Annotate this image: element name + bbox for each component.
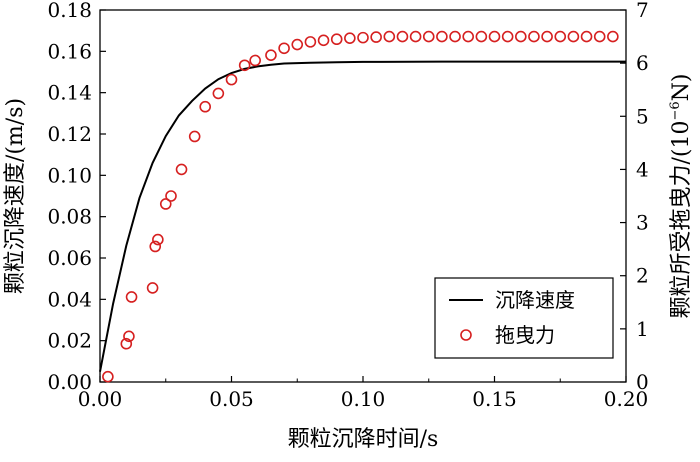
drag-force-point-24 — [370, 31, 382, 43]
y-right-tick-label-0: 0 — [636, 370, 649, 394]
drag-force-point-22 — [344, 32, 356, 44]
x-axis-title: 颗粒沉降时间/s — [288, 427, 439, 452]
drag-force-point-11 — [199, 100, 211, 113]
drag-force-point-23 — [357, 31, 369, 44]
drag-force-point-3 — [125, 291, 138, 303]
y-right-tick-label-2: 2 — [636, 264, 649, 288]
drag-force-point-16 — [265, 49, 277, 61]
drag-force-point-31 — [462, 30, 475, 43]
y-right-tick-label-3: 3 — [636, 211, 649, 235]
y-left-tick-label-7: 0.14 — [47, 81, 92, 105]
drag-force-point-17 — [278, 42, 290, 55]
drag-force-point-12 — [212, 87, 225, 100]
drag-force-point-4 — [146, 282, 159, 294]
drag-force-point-26 — [396, 30, 409, 43]
y-left-tick-label-4: 0.08 — [47, 205, 92, 229]
series-line-settling-velocity — [99, 60, 626, 372]
legend: 沉降速度 拖曳力 — [434, 277, 614, 359]
drag-force-point-9 — [175, 163, 188, 176]
drag-force-point-5 — [149, 240, 162, 253]
drag-force-point-20 — [317, 34, 330, 47]
y-right-axis-title: 颗粒所受拖曳力/(10−6N) — [668, 73, 694, 318]
drag-force-point-6 — [152, 233, 164, 246]
drag-force-point-25 — [383, 30, 396, 43]
drag-force-point-35 — [514, 30, 527, 43]
x-tick-label-3: 0.15 — [472, 387, 517, 411]
x-tick-label-1: 0.05 — [209, 387, 254, 411]
drag-force-point-29 — [436, 30, 448, 43]
drag-force-point-42 — [607, 30, 619, 43]
drag-force-point-1 — [120, 337, 133, 350]
x-tick-label-4: 0.20 — [604, 387, 649, 411]
drag-force-point-0 — [102, 370, 114, 383]
y-right-tick-label-7: 7 — [636, 0, 649, 22]
drag-force-point-18 — [291, 38, 304, 51]
y-right-tick-label-1: 1 — [636, 317, 649, 341]
y-left-tick-label-6: 0.12 — [47, 122, 92, 146]
drag-force-point-30 — [449, 30, 461, 43]
legend-label-settling-velocity: 沉降速度 — [495, 288, 575, 312]
y-left-tick-label-1: 0.02 — [47, 329, 92, 353]
drag-force-point-36 — [528, 30, 540, 43]
legend-label-drag-force: 拖曳力 — [495, 323, 555, 347]
drag-force-point-32 — [475, 30, 488, 43]
y-right-tick-label-4: 4 — [636, 157, 649, 181]
drag-force-point-8 — [165, 190, 177, 202]
legend-box — [434, 277, 614, 359]
drag-force-point-27 — [409, 30, 422, 43]
y-right-axis-title-tail: N) — [669, 73, 694, 101]
y-left-tick-label-9: 0.18 — [47, 0, 92, 22]
drag-force-point-13 — [225, 73, 238, 86]
y-right-axis-title-main: 颗粒所受拖曳力/(10 — [669, 121, 694, 319]
drag-force-point-33 — [488, 30, 501, 43]
drag-force-point-21 — [330, 33, 343, 46]
y-left-tick-label-0: 0.00 — [47, 370, 92, 394]
y-left-tick-label-2: 0.04 — [47, 287, 92, 311]
x-tick-label-2: 0.10 — [341, 387, 386, 411]
drag-force-point-2 — [123, 330, 135, 343]
drag-force-point-37 — [541, 30, 553, 43]
drag-force-point-14 — [238, 59, 251, 72]
y-left-tick-label-8: 0.16 — [47, 39, 92, 63]
drag-force-point-38 — [554, 30, 567, 43]
y-left-axis-title: 颗粒沉降速度/(m/s) — [3, 98, 28, 294]
drag-force-point-19 — [304, 36, 317, 48]
drag-force-point-34 — [501, 30, 514, 43]
drag-force-point-10 — [188, 130, 201, 143]
drag-force-point-41 — [593, 30, 606, 43]
drag-force-point-28 — [422, 30, 435, 43]
y-right-tick-label-6: 6 — [636, 51, 649, 75]
y-left-tick-label-3: 0.06 — [47, 246, 92, 270]
y-right-axis-title-exponent: −6 — [668, 101, 683, 120]
y-left-tick-label-5: 0.10 — [47, 163, 92, 187]
drag-force-point-39 — [567, 30, 580, 43]
drag-force-point-15 — [249, 54, 261, 67]
y-right-tick-label-5: 5 — [636, 104, 649, 128]
x-tick-label-0: 0.00 — [78, 387, 123, 411]
legend-marker-sample — [460, 329, 472, 341]
drag-force-point-7 — [159, 198, 172, 210]
drag-force-point-40 — [580, 30, 593, 43]
